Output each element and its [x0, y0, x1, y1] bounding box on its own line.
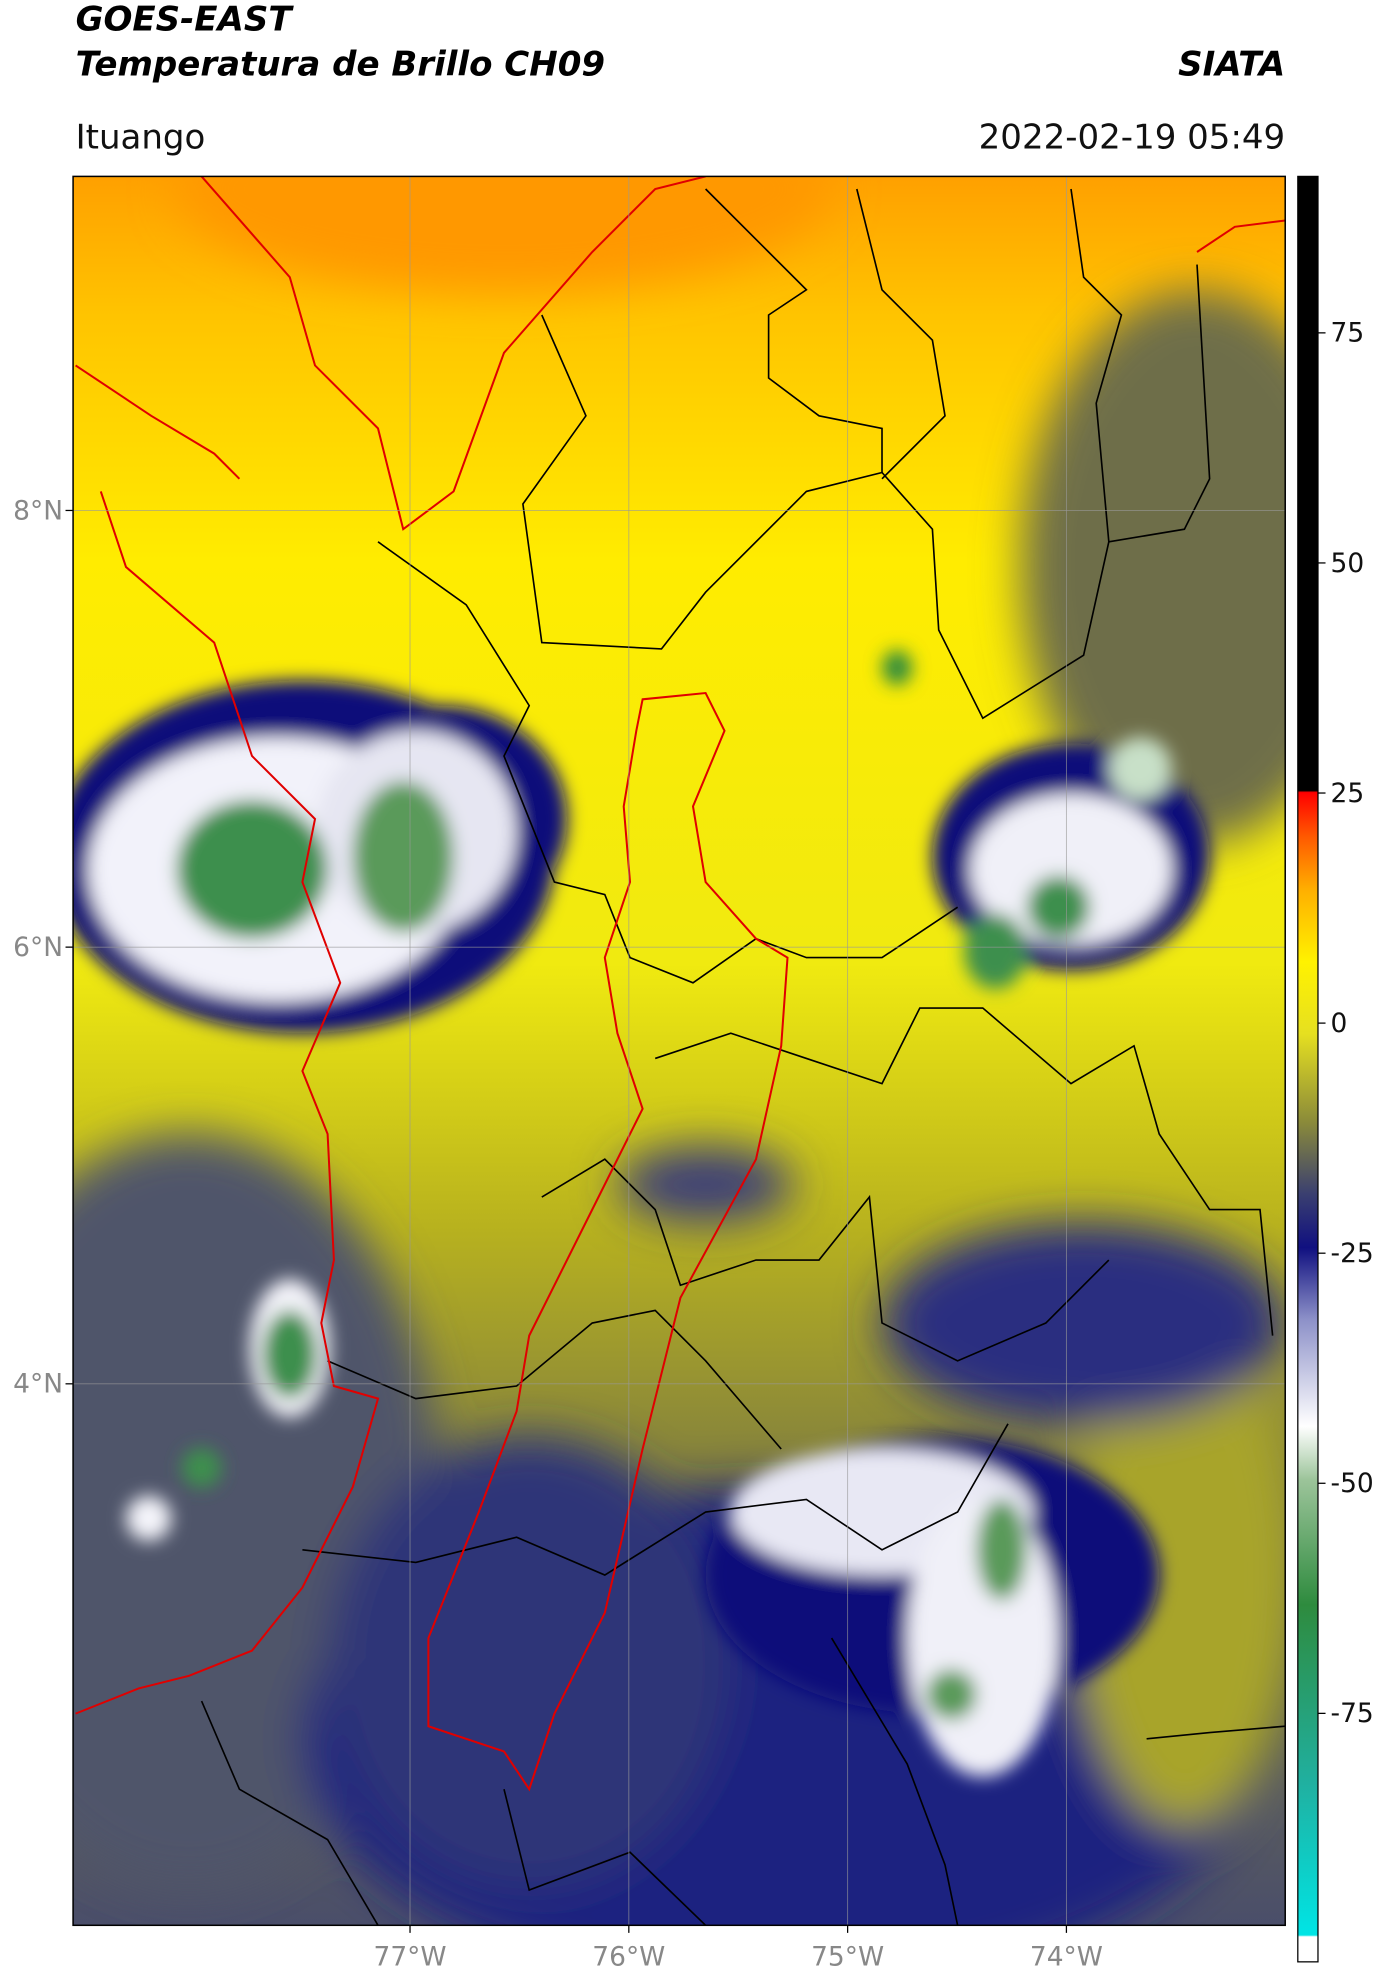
x-tick-label: 77°W	[374, 1942, 447, 1973]
y-tick-label: 4°N	[13, 1369, 63, 1400]
source: SIATA	[1178, 45, 1285, 85]
colorbar-tick-label: 25	[1331, 778, 1365, 809]
grid	[73, 176, 1286, 1926]
location: Ituango	[76, 118, 206, 158]
colorbar-tick-label: 50	[1331, 548, 1365, 579]
subtitle: Temperatura de Brillo CH09	[76, 45, 605, 85]
y-tick-label: 6°N	[13, 932, 63, 963]
x-tick-label: 76°W	[592, 1942, 665, 1973]
title: GOES-EAST	[76, 0, 295, 39]
colorbar-tick-label: 0	[1331, 1008, 1348, 1039]
datetime: 2022-02-19 05:49	[979, 118, 1286, 158]
colorbar-tick-label: 75	[1331, 318, 1365, 349]
colorbar-tick-label: -25	[1331, 1238, 1374, 1269]
map-frame	[72, 175, 1286, 1927]
colorbar	[1297, 175, 1319, 1963]
x-tick-label: 74°W	[1030, 1942, 1103, 1973]
x-tick-label: 75°W	[811, 1942, 884, 1973]
satellite-image	[73, 176, 1286, 1926]
colorbar-tick-label: -75	[1331, 1698, 1374, 1729]
y-tick-label: 8°N	[13, 495, 63, 526]
colorbar-tick-label: -50	[1331, 1468, 1374, 1499]
